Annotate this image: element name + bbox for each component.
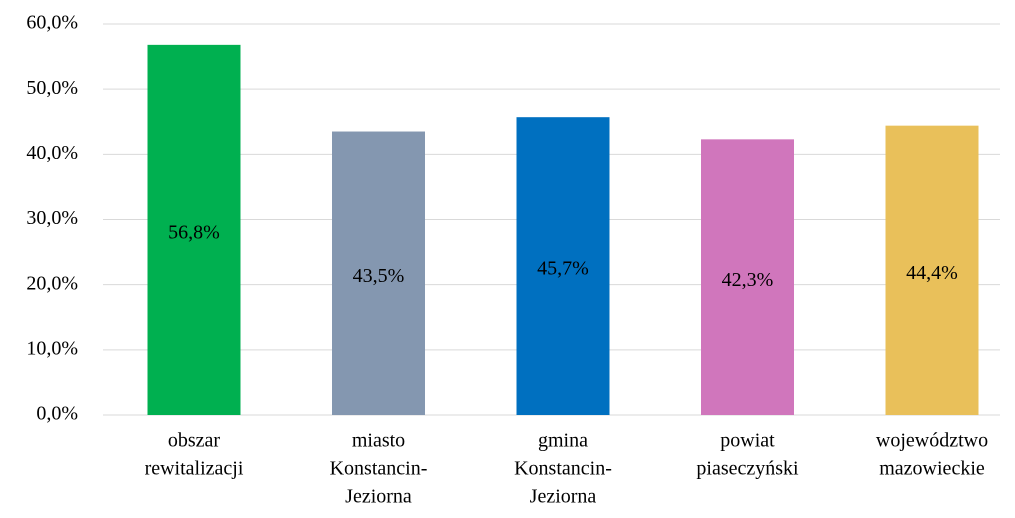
value-label: 43,5% <box>353 265 405 287</box>
x-tick-label: województwo <box>876 430 988 452</box>
bar <box>701 139 794 415</box>
bar <box>516 117 610 416</box>
y-tick-label: 30,0% <box>26 207 78 229</box>
y-tick-label: 10,0% <box>26 337 78 359</box>
x-tick-label: Konstancin- <box>514 458 612 480</box>
bar <box>885 125 979 415</box>
bar <box>147 44 241 415</box>
y-tick-label: 0,0% <box>36 403 78 425</box>
x-tick-label: Jeziorna <box>530 486 597 508</box>
value-label: 44,4% <box>906 262 958 284</box>
x-tick-label: mazowieckie <box>879 458 985 480</box>
x-tick-label: miasto <box>352 430 405 452</box>
x-tick-label: piaseczyński <box>696 458 799 480</box>
x-tick-label: gmina <box>538 430 588 452</box>
bar <box>332 131 425 415</box>
y-tick-label: 50,0% <box>26 77 78 99</box>
x-tick-label: obszar <box>168 430 221 452</box>
x-tick-label: rewitalizacji <box>145 458 244 480</box>
x-tick-label: Konstancin- <box>330 458 428 480</box>
value-label: 45,7% <box>537 258 589 280</box>
value-label: 42,3% <box>722 269 774 291</box>
x-tick-label: Jeziorna <box>345 486 412 508</box>
y-tick-label: 40,0% <box>26 142 78 164</box>
y-tick-label: 20,0% <box>26 272 78 294</box>
y-tick-label: 60,0% <box>26 12 78 34</box>
value-label: 56,8% <box>168 222 220 244</box>
x-tick-label: powiat <box>720 430 775 452</box>
